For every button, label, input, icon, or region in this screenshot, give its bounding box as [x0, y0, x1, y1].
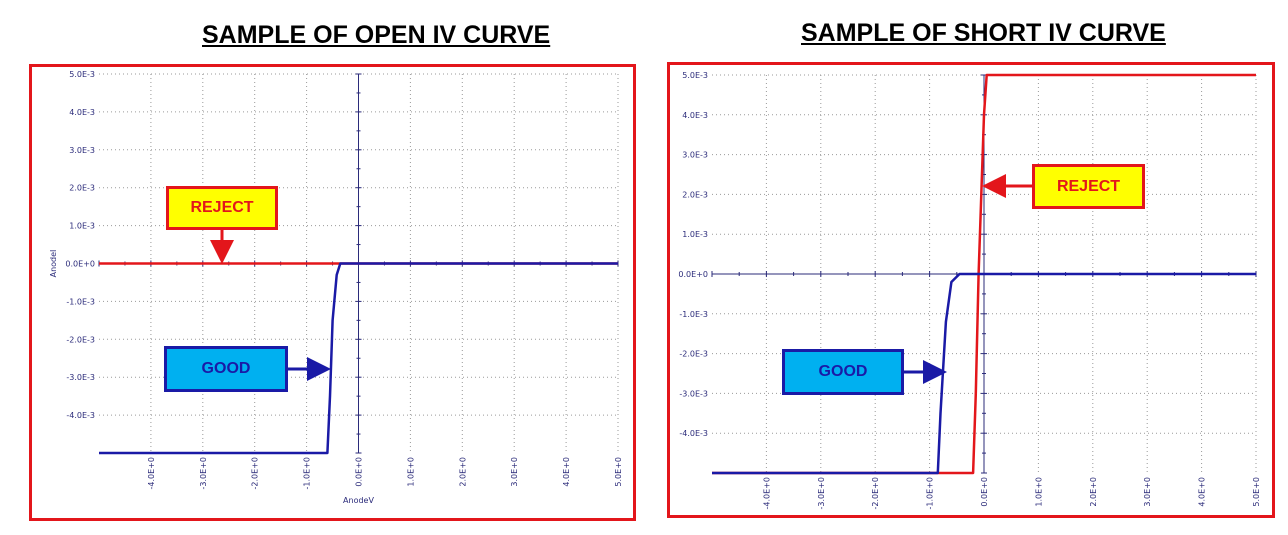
- x-tick-label: 4.0E+0: [1198, 477, 1207, 507]
- y-tick-label: 4.0E-3: [69, 108, 95, 117]
- reject-callout-short: REJECT: [1032, 164, 1145, 209]
- y-tick-label: -2.0E-3: [66, 335, 95, 344]
- short-curve-title: SAMPLE OF SHORT IV CURVE: [801, 19, 1166, 47]
- x-tick-label: -4.0E+0: [762, 477, 771, 509]
- good-callout-open: GOOD: [164, 346, 288, 392]
- y-tick-label: -3.0E-3: [66, 373, 95, 382]
- x-tick-label: 0.0E+0: [355, 457, 364, 487]
- short-curve-plot: 5.0E-3 4.0E-3 3.0E-3 2.0E-3 1.0E-3 0.0E+0 -1.0…: [678, 71, 1261, 509]
- x-axis-title: AnodeV: [343, 496, 374, 505]
- x-tick-label: 3.0E+0: [1143, 477, 1152, 507]
- y-tick-label: 4.0E-3: [682, 111, 708, 120]
- y-tick-label: -1.0E-3: [66, 297, 95, 306]
- y-tick-label: -1.0E-3: [679, 310, 708, 319]
- x-tick-label: -3.0E+0: [817, 477, 826, 509]
- x-tick-label: -4.0E+0: [147, 457, 156, 489]
- good-curve: [99, 262, 618, 455]
- y-tick-label: 3.0E-3: [69, 146, 95, 155]
- good-callout-short: GOOD: [782, 349, 904, 395]
- good-curve: [712, 272, 1256, 475]
- y-tick-label: 2.0E-3: [69, 184, 95, 193]
- open-curve-chart-frame: 5.0E-3 4.0E-3 3.0E-3 2.0E-3 1.0E-3 0.0E+0 -1.0…: [29, 64, 636, 521]
- y-tick-label: 2.0E-3: [682, 190, 708, 199]
- x-tick-label: -2.0E+0: [251, 457, 260, 489]
- x-tick-label: -2.0E+0: [871, 477, 880, 509]
- y-tick-label: -4.0E-3: [679, 429, 708, 438]
- x-tick-label: 4.0E+0: [562, 457, 571, 487]
- y-tick-label: -2.0E-3: [679, 350, 708, 359]
- x-tick-label: -1.0E+0: [926, 477, 935, 509]
- x-tick-label: 1.0E+0: [406, 457, 415, 487]
- y-tick-label: 3.0E-3: [682, 151, 708, 160]
- open-curve-plot: 5.0E-3 4.0E-3 3.0E-3 2.0E-3 1.0E-3 0.0E+0 -1.0…: [49, 70, 623, 505]
- y-tick-label: 0.0E+0: [678, 270, 708, 279]
- y-tick-label: 1.0E-3: [69, 222, 95, 231]
- reject-callout-open: REJECT: [166, 186, 278, 230]
- y-tick-label: -4.0E-3: [66, 411, 95, 420]
- x-tick-label: -1.0E+0: [303, 457, 312, 489]
- y-tick-label: 1.0E-3: [682, 230, 708, 239]
- y-tick-label: 0.0E+0: [65, 260, 95, 269]
- y-tick-label: -3.0E-3: [679, 389, 708, 398]
- y-tick-label: 5.0E-3: [682, 71, 708, 80]
- x-tick-label: 2.0E+0: [1089, 477, 1098, 507]
- x-tick-label: 5.0E+0: [1252, 477, 1261, 507]
- x-tick-label: -3.0E+0: [199, 457, 208, 489]
- x-tick-label: 3.0E+0: [510, 457, 519, 487]
- x-tick-label: 1.0E+0: [1034, 477, 1043, 507]
- y-tick-label: 5.0E-3: [69, 70, 95, 79]
- open-curve-title: SAMPLE OF OPEN IV CURVE: [202, 21, 551, 49]
- x-tick-label: 5.0E+0: [614, 457, 623, 487]
- y-axis-title: AnodeI: [49, 250, 58, 278]
- short-curve-chart-frame: 5.0E-3 4.0E-3 3.0E-3 2.0E-3 1.0E-3 0.0E+0 -1.0…: [667, 62, 1275, 518]
- x-tick-label: 0.0E+0: [980, 477, 989, 507]
- x-tick-label: 2.0E+0: [458, 457, 467, 487]
